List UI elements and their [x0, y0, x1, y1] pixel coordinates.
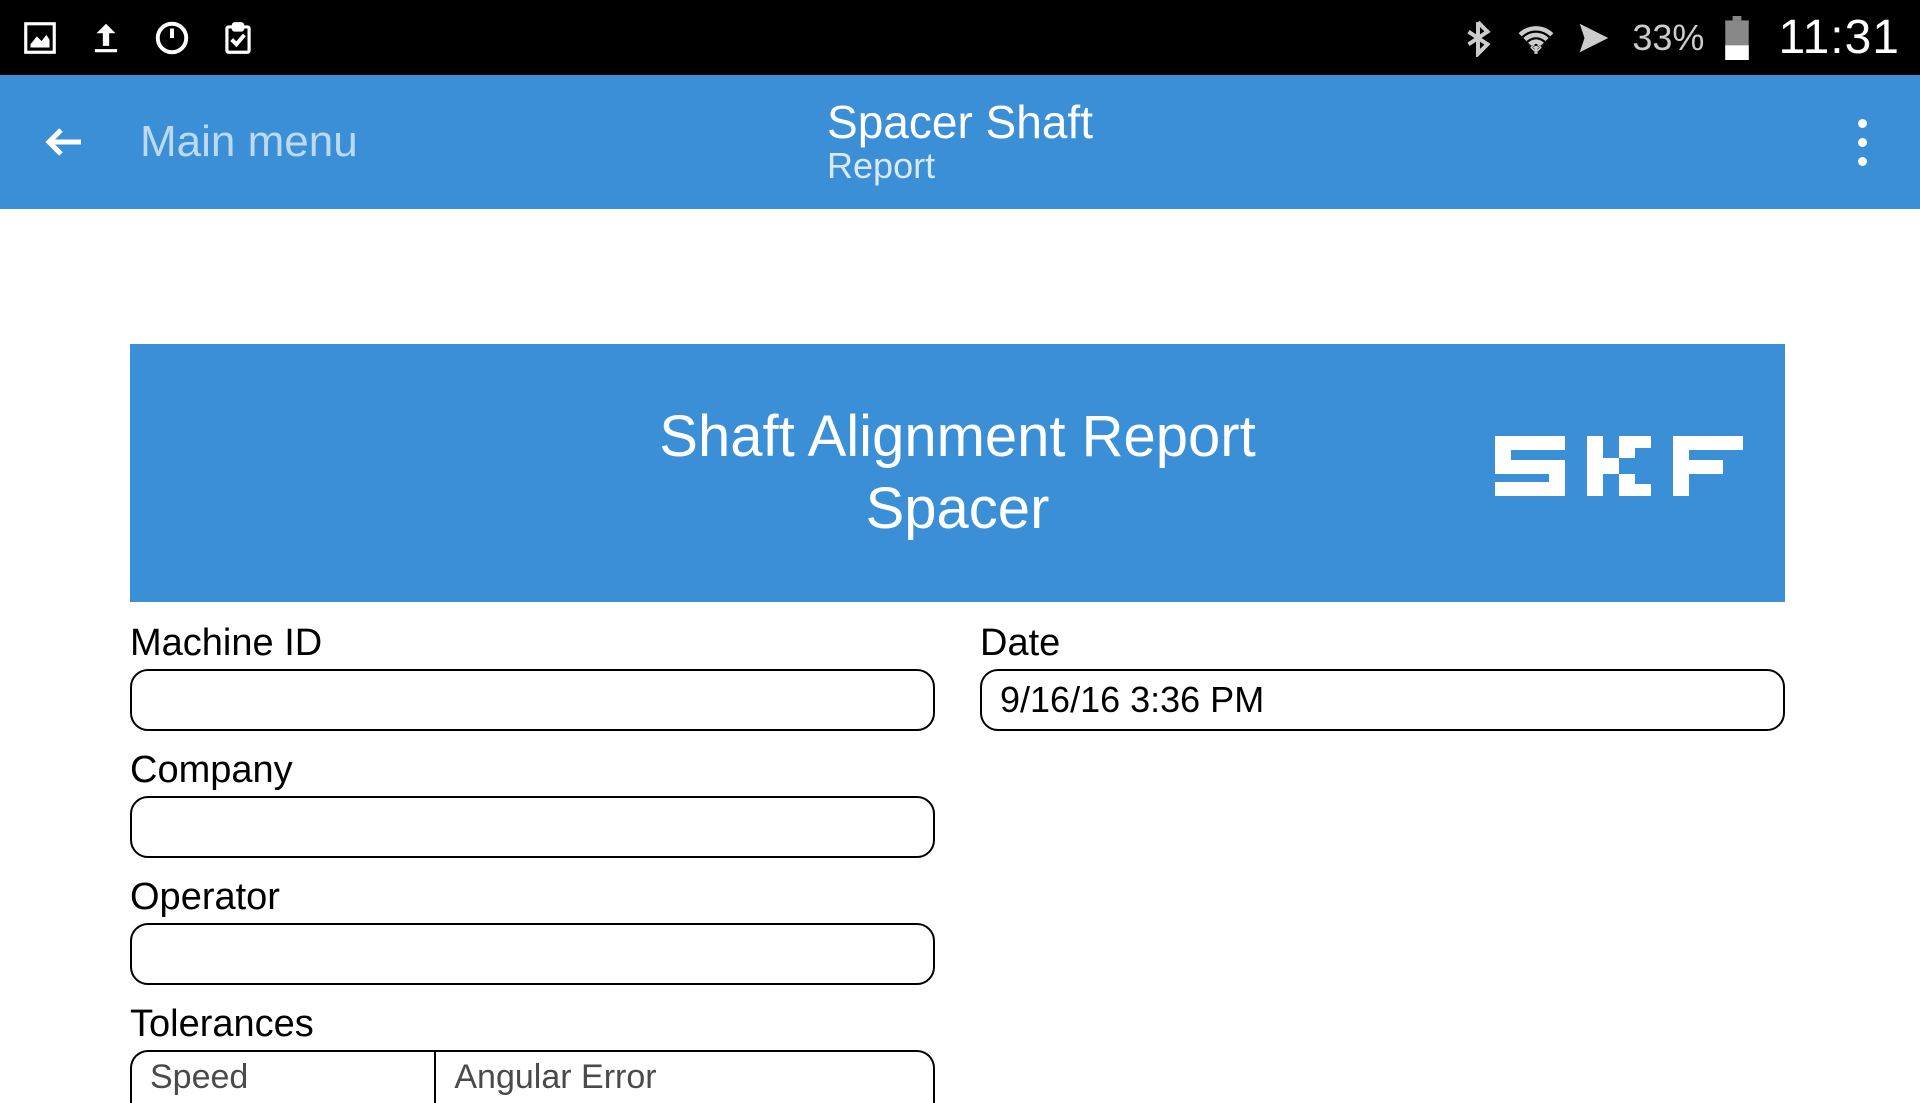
header-title: Spacer Shaft	[827, 97, 1093, 148]
tolerances-field: Tolerances Speed Angular Error	[130, 1003, 935, 1103]
more-options-button[interactable]	[1834, 102, 1890, 182]
battery-percent: 33%	[1632, 17, 1704, 59]
airplane-icon	[1574, 18, 1614, 58]
banner-line-2: Spacer	[866, 476, 1050, 541]
clipboard-check-icon	[218, 18, 258, 58]
company-field: Company	[130, 749, 935, 858]
date-field: Date	[980, 622, 1785, 731]
form-grid: Machine ID Date Company Operator Toleran…	[130, 622, 1785, 1103]
skf-logo	[1495, 434, 1755, 512]
tolerances-label: Tolerances	[130, 1003, 935, 1046]
app-header: Main menu Spacer Shaft Report	[0, 75, 1920, 209]
tolerances-col-angular: Angular Error	[436, 1052, 933, 1103]
report-banner: Shaft Alignment Report Spacer	[130, 344, 1785, 602]
status-left-icons	[20, 18, 258, 58]
back-button[interactable]	[30, 107, 100, 177]
clock-time: 11:31	[1778, 10, 1900, 65]
header-center: Spacer Shaft Report	[827, 97, 1093, 188]
bluetooth-icon	[1458, 18, 1498, 58]
status-right-icons: 33% 11:31	[1458, 10, 1900, 65]
upload-icon	[86, 18, 126, 58]
machine-id-label: Machine ID	[130, 622, 935, 665]
header-subtitle: Report	[827, 145, 1093, 187]
battery-icon	[1722, 16, 1752, 60]
report-content: Shaft Alignment Report Spacer	[0, 209, 1920, 1103]
tolerances-table: Speed Angular Error	[130, 1050, 935, 1103]
operator-input[interactable]	[130, 923, 935, 985]
company-input[interactable]	[130, 796, 935, 858]
banner-line-1: Shaft Alignment Report	[659, 404, 1255, 469]
date-label: Date	[980, 622, 1785, 665]
image-icon	[20, 18, 60, 58]
machine-id-field: Machine ID	[130, 622, 935, 731]
wifi-icon	[1516, 18, 1556, 58]
date-input[interactable]	[980, 669, 1785, 731]
status-bar: 33% 11:31	[0, 0, 1920, 75]
operator-field: Operator	[130, 876, 935, 985]
report-banner-title: Shaft Alignment Report Spacer	[659, 401, 1255, 546]
operator-label: Operator	[130, 876, 935, 919]
company-label: Company	[130, 749, 935, 792]
machine-id-input[interactable]	[130, 669, 935, 731]
power-icon	[152, 18, 192, 58]
tolerances-col-speed: Speed	[132, 1052, 436, 1103]
main-menu-label[interactable]: Main menu	[140, 117, 358, 167]
